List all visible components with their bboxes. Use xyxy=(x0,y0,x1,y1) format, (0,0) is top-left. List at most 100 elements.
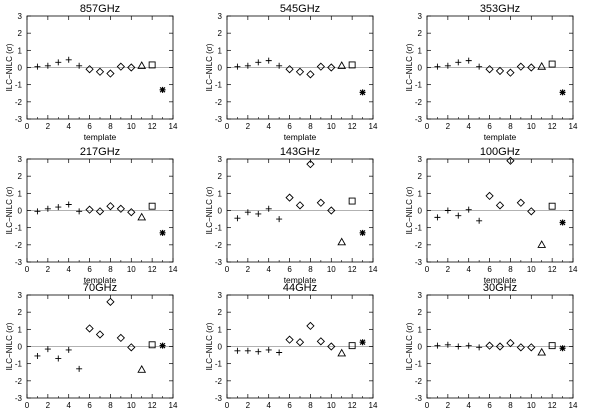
data-point-plus xyxy=(265,346,272,353)
data-point-diamond xyxy=(316,337,325,346)
x-tick-label: 10 xyxy=(527,265,536,274)
x-tick-label: 14 xyxy=(369,122,378,131)
y-axis-label: ILC−NILC (σ) xyxy=(205,43,214,91)
data-point-plus xyxy=(44,62,51,69)
data-point-square xyxy=(548,60,556,68)
data-point-plus xyxy=(234,347,241,354)
data-point-diamond xyxy=(285,335,294,344)
x-tick-label: 12 xyxy=(348,401,357,410)
y-tick-label: -3 xyxy=(415,394,423,403)
data-point-plus xyxy=(55,59,62,66)
y-tick-label: -1 xyxy=(415,224,423,233)
data-point-diamond xyxy=(295,338,305,347)
data-point-triangle xyxy=(137,61,147,69)
x-tick-label: 0 xyxy=(425,265,430,274)
y-tick-label: 2 xyxy=(218,172,223,181)
data-point-diamond xyxy=(506,156,515,165)
data-point-plus xyxy=(276,62,283,69)
x-tick-label: 14 xyxy=(569,265,578,274)
panel-title: 545GHz xyxy=(280,3,320,15)
data-point-diamond xyxy=(95,67,105,76)
data-point-plus xyxy=(434,342,441,349)
data-point-plus xyxy=(434,214,441,221)
y-tick-label: 2 xyxy=(218,308,223,317)
y-tick-label: 3 xyxy=(418,12,423,21)
y-axis-label: ILC−NILC (σ) xyxy=(405,186,414,234)
y-tick-label: 0 xyxy=(18,207,23,216)
y-tick-label: 2 xyxy=(18,29,23,38)
data-point-plus xyxy=(65,56,72,63)
x-tick-label: 4 xyxy=(466,122,471,131)
panel-title: 70GHz xyxy=(83,282,117,294)
data-point-triangle xyxy=(537,347,547,356)
data-point-asterisk xyxy=(359,339,366,346)
data-point-plus xyxy=(234,215,241,222)
data-point-asterisk xyxy=(159,86,166,93)
x-tick-label: 2 xyxy=(246,401,251,410)
panel-title: 100GHz xyxy=(480,146,520,158)
data-point-diamond xyxy=(506,338,515,348)
x-tick-label: 0 xyxy=(25,122,30,131)
y-tick-label: -1 xyxy=(415,81,423,90)
panel-title: 217GHz xyxy=(80,146,120,158)
x-tick-label: 4 xyxy=(266,401,271,410)
x-axis-label: template xyxy=(484,275,517,285)
data-point-plus xyxy=(476,63,483,70)
y-axis-label: ILC−NILC (σ) xyxy=(5,186,14,234)
data-point-plus xyxy=(276,349,283,356)
data-point-asterisk xyxy=(159,229,166,236)
data-point-plus xyxy=(476,217,483,224)
data-point-square xyxy=(348,342,356,350)
x-axis-label: template xyxy=(284,132,317,142)
data-point-asterisk xyxy=(559,89,566,96)
data-point-plus xyxy=(434,63,441,70)
data-point-square xyxy=(348,61,356,69)
data-point-asterisk xyxy=(159,342,166,349)
x-tick-label: 14 xyxy=(369,401,378,410)
data-point-diamond xyxy=(516,62,525,71)
data-point-plus xyxy=(55,204,62,211)
data-point-diamond xyxy=(495,201,505,210)
x-tick-label: 14 xyxy=(569,401,578,410)
x-tick-label: 0 xyxy=(425,401,430,410)
y-tick-label: -1 xyxy=(215,81,223,90)
y-axis-label: ILC−NILC (σ) xyxy=(5,43,14,91)
data-point-plus xyxy=(255,210,262,217)
x-tick-label: 6 xyxy=(287,265,292,274)
y-tick-label: -3 xyxy=(15,115,23,124)
y-tick-label: 0 xyxy=(218,64,223,73)
data-point-plus xyxy=(465,342,472,349)
data-point-triangle xyxy=(137,364,147,373)
data-point-diamond xyxy=(285,193,294,202)
panel-70GHz: 70GHz02468101214-3-2-10123templateILC−NI… xyxy=(5,282,178,410)
y-tick-label: 0 xyxy=(18,343,23,352)
y-tick-label: 3 xyxy=(218,291,223,300)
panel-30GHz: 30GHz02468101214-3-2-10123templateILC−NI… xyxy=(405,282,578,410)
y-tick-label: 1 xyxy=(418,189,423,198)
y-tick-label: 3 xyxy=(418,291,423,300)
data-point-plus xyxy=(465,57,472,64)
y-axis-label: ILC−NILC (σ) xyxy=(205,186,214,234)
y-tick-label: 3 xyxy=(18,155,23,164)
data-point-triangle xyxy=(537,240,547,248)
x-tick-label: 8 xyxy=(508,265,513,274)
x-tick-label: 0 xyxy=(25,265,30,274)
x-tick-label: 10 xyxy=(527,401,536,410)
x-tick-label: 14 xyxy=(169,265,178,274)
x-tick-label: 6 xyxy=(287,122,292,131)
y-tick-label: 3 xyxy=(218,155,223,164)
y-tick-label: 1 xyxy=(218,325,223,334)
y-tick-label: 1 xyxy=(18,325,23,334)
x-tick-label: 8 xyxy=(308,265,313,274)
x-tick-label: 2 xyxy=(446,401,451,410)
x-tick-label: 14 xyxy=(169,401,178,410)
data-point-plus xyxy=(244,62,251,69)
data-point-diamond xyxy=(527,343,536,352)
data-point-plus xyxy=(34,208,41,215)
x-tick-label: 12 xyxy=(148,265,157,274)
data-point-diamond xyxy=(295,67,305,76)
data-point-diamond xyxy=(95,330,105,339)
data-point-diamond xyxy=(295,201,305,210)
y-axis-label: ILC−NILC (σ) xyxy=(405,322,414,370)
